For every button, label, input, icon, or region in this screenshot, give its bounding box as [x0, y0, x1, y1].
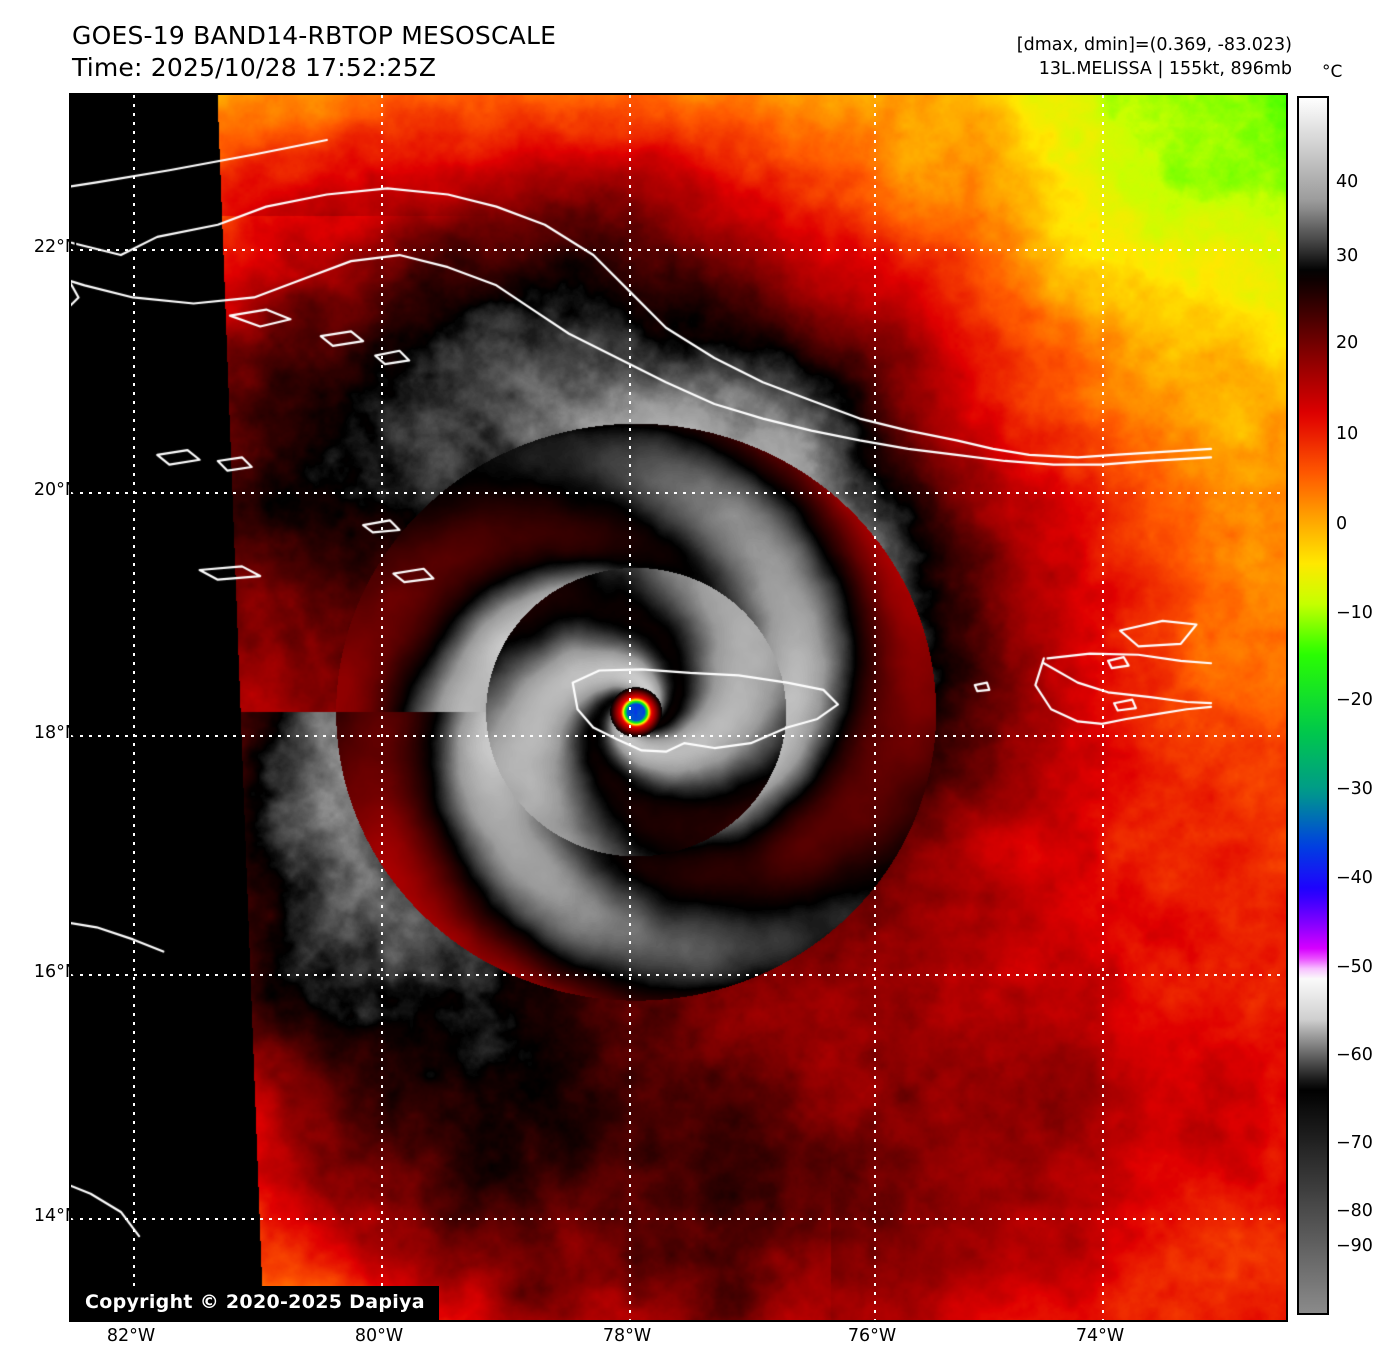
- colorbar-tick--70: −70: [1336, 1133, 1373, 1153]
- colorbar-tick--10: −10: [1336, 603, 1373, 623]
- colorbar-gradient: [1299, 98, 1327, 1313]
- colorbar-tick-40: 40: [1336, 172, 1359, 192]
- header-title-block: GOES-19 BAND14-RBTOP MESOSCALE Time: 202…: [72, 20, 556, 84]
- page-title: GOES-19 BAND14-RBTOP MESOSCALE: [72, 21, 557, 50]
- storm-info-label: 13L.MELISSA | 155kt, 896mb: [1038, 59, 1292, 79]
- colorbar-tick-10: 10: [1336, 424, 1359, 444]
- colorbar-tick-20: 20: [1336, 333, 1359, 353]
- satellite-image-plot[interactable]: Copyright © 2020-2025 Dapiya: [69, 93, 1288, 1322]
- colorbar-tick--20: −20: [1336, 690, 1373, 710]
- infrared-brightness-temperature-raster: [71, 95, 1286, 1320]
- colorbar-tick--40: −40: [1336, 868, 1373, 888]
- data-range-label: [dmax, dmin]=(0.369, -83.023): [1016, 35, 1292, 55]
- lon-tick-76: 76°W: [847, 1326, 897, 1346]
- lon-tick-78: 78°W: [602, 1326, 652, 1346]
- header-meta-block: [dmax, dmin]=(0.369, -83.023) 13L.MELISS…: [1017, 33, 1292, 81]
- lat-tick-22: 22°N: [33, 237, 78, 257]
- lon-tick-80: 80°W: [354, 1326, 404, 1346]
- colorbar-unit-label: °C: [1322, 62, 1343, 82]
- colorbar-tick--80: −80: [1336, 1201, 1373, 1221]
- colorbar-tick--90: −90: [1336, 1236, 1373, 1256]
- lat-tick-14: 14°N: [33, 1206, 78, 1226]
- timestamp: Time: 2025/10/28 17:52:25Z: [72, 53, 437, 82]
- lon-tick-74: 74°W: [1075, 1326, 1125, 1346]
- colorbar-tick-30: 30: [1336, 246, 1359, 266]
- colorbar-tick-0: 0: [1336, 514, 1348, 534]
- colorbar-tick--30: −30: [1336, 779, 1373, 799]
- colorbar-tick--60: −60: [1336, 1045, 1373, 1065]
- copyright-notice: Copyright © 2020-2025 Dapiya: [71, 1286, 439, 1320]
- lon-tick-82: 82°W: [106, 1326, 156, 1346]
- lat-tick-16: 16°N: [33, 962, 78, 982]
- colorbar-tick--50: −50: [1336, 957, 1373, 977]
- lat-tick-18: 18°N: [33, 723, 78, 743]
- colorbar[interactable]: [1297, 96, 1329, 1315]
- lat-tick-20: 20°N: [33, 480, 78, 500]
